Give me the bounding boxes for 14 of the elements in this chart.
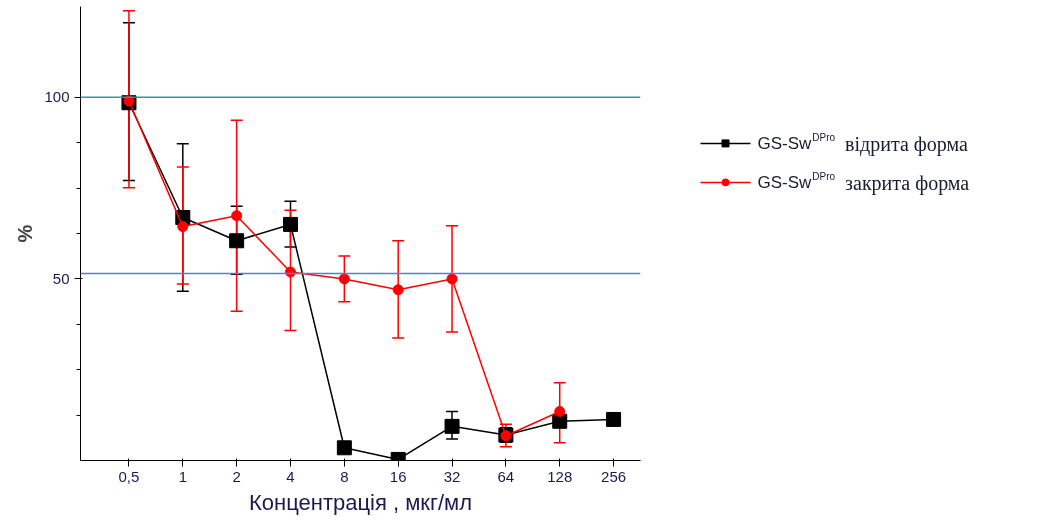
x-tick-label: 2: [232, 467, 241, 485]
y-axis-title: %: [14, 224, 37, 243]
x-tick-label: 16: [389, 467, 407, 485]
x-tick-label: 4: [286, 467, 295, 485]
x-tick-label: 0,5: [118, 467, 140, 485]
y-tick-label: 50: [52, 269, 70, 287]
x-tick-label: 1: [178, 467, 187, 485]
x-tick-label: 32: [443, 467, 461, 485]
x-tick-label: 64: [497, 467, 515, 485]
x-tick-label: 256: [601, 467, 627, 485]
y-tick-label: 100: [44, 88, 70, 106]
x-axis-title: Концентрація , мкг/мл: [248, 489, 473, 515]
x-tick-label: 128: [547, 467, 573, 485]
x-tick-label: 8: [340, 467, 349, 485]
